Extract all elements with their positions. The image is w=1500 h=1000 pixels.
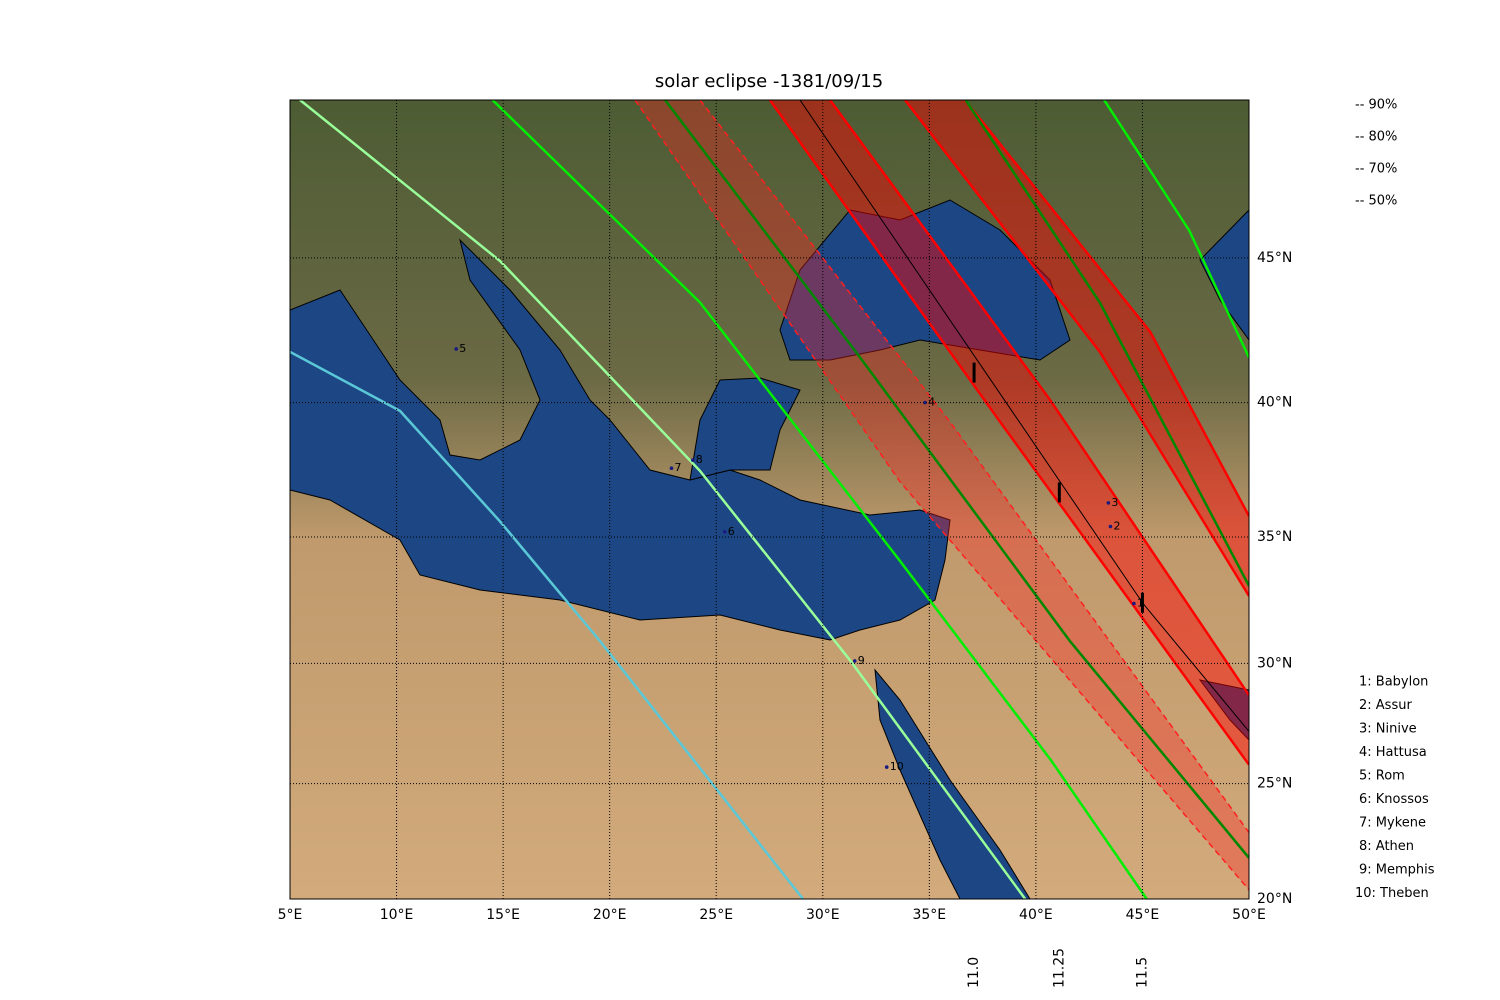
city-marker: 8 [696, 453, 703, 466]
contour-line [964, 100, 1249, 587]
lat-tick-label: 40°N [1257, 395, 1292, 411]
city-marker: 7 [674, 461, 681, 474]
city-dot [852, 659, 857, 663]
city-dot [722, 529, 727, 534]
lon-tick-label: 25°E [699, 907, 733, 923]
city-dot [923, 400, 927, 405]
red-sea [874, 668, 1031, 899]
lon-tick-label: 40°E [1019, 907, 1053, 923]
city-dot [690, 458, 695, 462]
city-legend: 5: Rom [1359, 769, 1405, 784]
band-edge [963, 100, 1249, 517]
legend-entry: -- 80% [1355, 130, 1397, 145]
lat-tick-label: 35°N [1257, 529, 1292, 545]
city-legend: 4: Hattusa [1359, 745, 1427, 760]
band-edge [634, 100, 1249, 891]
lat-tick-label: 30°N [1257, 655, 1292, 671]
band-edge [768, 100, 1249, 766]
persian-gulf [1198, 679, 1249, 741]
contour-line [1103, 100, 1249, 359]
lon-tick-label: 15°E [486, 907, 520, 923]
lon-tick-label: 45°E [1126, 907, 1160, 923]
city-marker: 1 [1137, 597, 1144, 610]
city-marker: 3 [1111, 496, 1118, 509]
city-dot [884, 765, 889, 769]
contour-line [290, 350, 804, 899]
band-area [635, 100, 1249, 890]
city-legend: 10: Theben [1355, 886, 1429, 901]
band-edge [904, 100, 1249, 597]
city-legend: 8: Athen [1359, 839, 1414, 854]
city-legend: 6: Knossos [1359, 792, 1429, 807]
city-dot [1106, 501, 1111, 505]
aegean [689, 377, 801, 481]
city-legend: 2: Assur [1359, 698, 1412, 713]
lat-tick-label: 20°N [1257, 891, 1292, 907]
lon-tick-label: 30°E [806, 907, 840, 923]
contour-line [491, 100, 1148, 899]
city-marker: 9 [858, 654, 865, 667]
legend-entry: -- 70% [1355, 162, 1397, 177]
lon-tick-label: 50°E [1232, 907, 1266, 923]
lon-tick-label: 5°E [278, 907, 303, 923]
city-legend: 3: Ninive [1359, 722, 1417, 737]
city-marker: 4 [928, 396, 935, 409]
city-legend: 9: Memphis [1359, 863, 1435, 878]
lon-tick-label: 10°E [380, 907, 414, 923]
city-marker: 10 [890, 760, 904, 773]
time-tick-label: 11.0 [966, 957, 982, 988]
caspian-sea [1199, 209, 1249, 341]
time-tick-label: 11.5 [1134, 957, 1150, 988]
time-tick-label: 11.25 [1051, 948, 1067, 988]
city-marker: 6 [728, 525, 735, 538]
contour-line [664, 100, 1249, 859]
city-dot [669, 466, 674, 471]
legend-entry: -- 50% [1355, 194, 1397, 209]
city-legend: 1: Babylon [1359, 675, 1428, 690]
legend-entry: -- 90% [1355, 98, 1397, 113]
city-marker: 2 [1113, 520, 1120, 533]
contour-line [299, 100, 1027, 899]
city-dot [1132, 601, 1136, 606]
band-edge [828, 100, 1249, 696]
band-edge [699, 100, 1249, 834]
city-legend: 7: Mykene [1359, 816, 1426, 831]
seas [290, 199, 1249, 899]
eclipse-overlay: 1 2 3 4 5 6 7 8 9 10 [290, 100, 1249, 899]
mediterranean [290, 238, 951, 641]
lon-tick-label: 35°E [912, 907, 946, 923]
lat-tick-label: 45°N [1257, 250, 1292, 266]
city-dot [1108, 524, 1113, 529]
black-sea [779, 199, 1071, 361]
basemap: 1 2 3 4 5 6 7 8 9 10 [290, 100, 1249, 899]
map-title: solar eclipse -1381/09/15 [655, 71, 883, 92]
city-dot [454, 347, 459, 351]
city-marker: 5 [459, 342, 466, 355]
lat-tick-label: 25°N [1257, 776, 1292, 792]
lon-tick-label: 20°E [593, 907, 627, 923]
